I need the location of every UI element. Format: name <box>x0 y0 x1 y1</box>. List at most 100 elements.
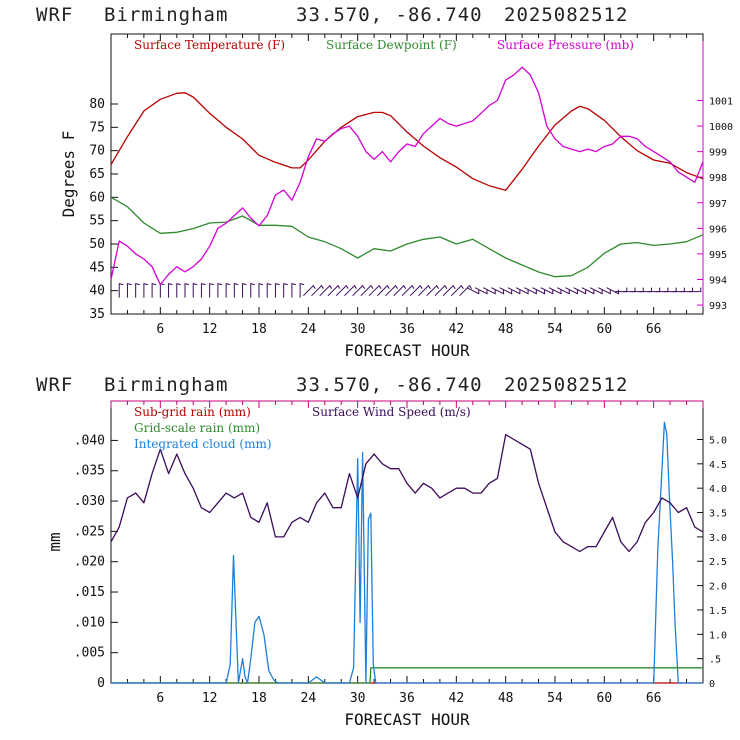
wind-barb <box>327 284 341 297</box>
x-tick-label: 12 <box>202 322 218 337</box>
right-tick-label: 0 <box>709 679 715 690</box>
wind-barb <box>589 287 603 295</box>
wind-barb <box>126 283 132 298</box>
wind-barb <box>258 283 264 298</box>
wind-barb <box>151 283 157 298</box>
wind-barb <box>311 284 324 297</box>
y-axis-title: mm <box>45 532 64 551</box>
y-tick-label: 45 <box>89 260 105 275</box>
x-tick-label: 60 <box>597 691 613 706</box>
panel-title: WRF Birmingham 33.570, -86.740 202508251… <box>30 0 730 28</box>
model-run: 2025082512 <box>504 374 629 396</box>
right-tick-label: 1.5 <box>709 606 727 617</box>
x-tick-label: 30 <box>350 322 366 337</box>
legend-entry: Grid-scale rain (mm) <box>134 421 260 435</box>
x-tick-label: 12 <box>202 691 218 706</box>
y-tick-label: 40 <box>89 284 105 299</box>
station-coords: 33.570, -86.740 <box>296 4 483 26</box>
wind-barb <box>426 284 440 297</box>
wind-barb <box>302 284 316 297</box>
wind-barb <box>540 287 554 295</box>
x-tick-label: 6 <box>156 691 164 706</box>
right-tick-label: 4.0 <box>709 484 727 495</box>
x-tick-label: 48 <box>498 691 514 706</box>
series-line <box>111 667 703 684</box>
legend-entry: Surface Temperature (F) <box>134 38 285 52</box>
legend-entry: Integrated cloud (mm) <box>134 437 272 451</box>
wind-barb <box>135 283 140 298</box>
station-name: Birmingham <box>104 374 229 396</box>
x-tick-label: 54 <box>547 691 563 706</box>
panel-title: WRF Birmingham 33.570, -86.740 202508251… <box>30 370 730 398</box>
legend-entry: Sub-grid rain (mm) <box>134 405 251 419</box>
x-tick-label: 24 <box>301 322 317 337</box>
right-tick-label: 996 <box>709 224 727 235</box>
meteogram-temperature-panel: WRF Birmingham 33.570, -86.740 202508251… <box>30 0 733 360</box>
wind-barb <box>385 284 398 297</box>
wind-barb <box>291 283 297 298</box>
wind-barb <box>499 287 513 295</box>
temperature-chart: 6 12 18 24 30 36 42 48 54 60 66 35 40 45 50 55 60 65 70 75 8… <box>59 33 733 360</box>
wind-barb <box>515 287 529 295</box>
wind-barb <box>233 283 239 298</box>
series-line <box>110 66 704 286</box>
model-name: WRF <box>36 4 74 26</box>
wind-barb <box>614 287 628 293</box>
x-tick-label: 42 <box>449 691 465 706</box>
wind-barb <box>466 287 480 295</box>
wind-barb <box>159 283 165 298</box>
wind-barb <box>335 284 349 297</box>
wind-barb <box>250 283 255 298</box>
right-tick-label: 994 <box>709 275 727 286</box>
wind-barb <box>581 287 595 295</box>
y-tick-label: 55 <box>89 214 105 229</box>
x-tick-label: 42 <box>449 322 465 337</box>
wind-barb <box>299 283 305 298</box>
wind-barb <box>459 284 472 297</box>
plot-frame <box>110 33 704 315</box>
wind-barb <box>434 284 448 297</box>
station-coords: 33.570, -86.740 <box>296 374 483 396</box>
right-tick-label: 1001 <box>709 96 733 107</box>
y-tick-label: 50 <box>89 237 105 252</box>
x-tick-label: 36 <box>399 322 415 337</box>
y-tick-label: .010 <box>74 615 105 630</box>
right-tick-label: 997 <box>709 199 727 210</box>
wind-barb <box>598 287 611 295</box>
wind-barb <box>623 287 636 293</box>
wind-barb <box>200 283 206 298</box>
right-tick-label: 3.0 <box>709 533 727 544</box>
meteogram-precip-panel: WRF Birmingham 33.570, -86.740 202508251… <box>0 370 740 740</box>
y-tick-label: 65 <box>89 167 105 182</box>
x-tick-label: 66 <box>646 691 662 706</box>
right-tick-label: 999 <box>709 148 727 159</box>
wind-barb <box>176 283 181 298</box>
model-name: WRF <box>36 374 74 396</box>
wind-barb <box>118 283 124 298</box>
wind-barb <box>639 287 652 293</box>
wind-barb <box>368 284 382 297</box>
wind-barb <box>360 284 374 297</box>
wind-barb <box>393 284 407 297</box>
wind-barb <box>143 283 149 298</box>
wind-barb <box>631 287 644 293</box>
wind-barb <box>606 287 620 295</box>
x-tick-label: 30 <box>350 691 366 706</box>
wind-barb <box>573 287 587 295</box>
y-tick-label: .015 <box>74 585 105 600</box>
right-tick-label: 2.0 <box>709 582 727 593</box>
y-tick-label: .035 <box>74 464 105 479</box>
wind-barb <box>217 283 223 298</box>
wind-barb <box>491 287 504 295</box>
wind-barb <box>274 283 280 298</box>
x-tick-label: 24 <box>301 691 317 706</box>
legend-entry: Surface Pressure (mb) <box>497 38 634 52</box>
wind-barb <box>184 283 190 298</box>
series-line <box>110 433 704 553</box>
y-tick-label: 70 <box>89 144 105 159</box>
wind-barb <box>482 287 496 295</box>
x-tick-label: 18 <box>251 691 267 706</box>
y-tick-label: .005 <box>74 646 105 661</box>
x-tick-label: 6 <box>156 322 164 337</box>
x-tick-label: 66 <box>646 322 662 337</box>
